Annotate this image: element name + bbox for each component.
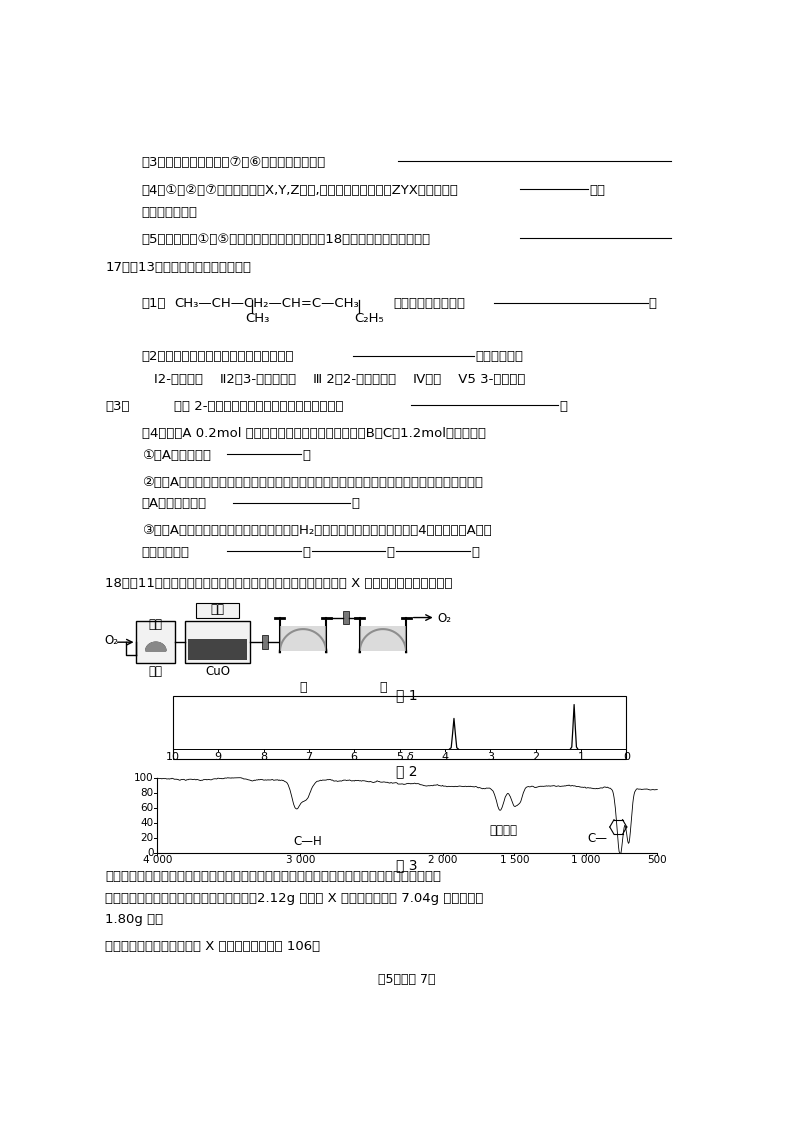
Text: 图 2: 图 2 <box>396 764 418 778</box>
Text: 氯化鑉和固体氢氧化钓的吸收管完全吸收，2.12g 有机物 X 的蒸气氧化产生 7.04g 二氧化碳和: 氯化鑉和固体氢氧化钓的吸收管完全吸收，2.12g 有机物 X 的蒸气氧化产生 7… <box>106 892 484 905</box>
Text: ②若烣A不能使澄水褮色，但在一定条件下能与氯气发生取代反应，其一氯代物只有一种，则此: ②若烣A不能使澄水褮色，但在一定条件下能与氯气发生取代反应，其一氯代物只有一种，… <box>142 476 483 489</box>
Text: 烣A的结构简式为: 烣A的结构简式为 <box>142 497 207 511</box>
Bar <box>184 621 250 663</box>
Text: 3: 3 <box>487 751 494 761</box>
Text: ，: ， <box>303 546 310 559</box>
Text: （用: （用 <box>589 184 605 197</box>
Text: （4）某烣A 0.2mol 在氧气中完全燃烧后，生成化合物B、C呀1.2mol，试回答：: （4）某烣A 0.2mol 在氧气中完全燃烧后，生成化合物B、C呀1.2mol，… <box>142 427 486 439</box>
Text: 17．（13分）按要求回答下列问题：: 17．（13分）按要求回答下列问题： <box>106 261 252 274</box>
Text: C—: C— <box>588 832 607 846</box>
Text: 苯环骨架: 苯环骨架 <box>489 824 517 837</box>
Bar <box>342 611 349 624</box>
Text: 9: 9 <box>214 751 222 761</box>
Text: （1）: （1） <box>142 298 167 310</box>
Text: 500: 500 <box>647 856 667 866</box>
Text: 第5页，共 7页: 第5页，共 7页 <box>378 973 436 986</box>
Text: 1 000: 1 000 <box>571 856 600 866</box>
Text: C₂H₅: C₂H₅ <box>354 312 384 325</box>
Text: CuO: CuO <box>205 665 230 677</box>
Text: 图 1: 图 1 <box>396 688 418 702</box>
Text: 4: 4 <box>441 751 449 761</box>
Text: 2 000: 2 000 <box>428 856 457 866</box>
Text: δ: δ <box>407 751 414 761</box>
Bar <box>173 696 626 759</box>
Text: 40: 40 <box>141 818 153 828</box>
Text: 60: 60 <box>141 803 153 813</box>
Text: C—H: C—H <box>294 836 322 849</box>
Text: 乙: 乙 <box>380 681 387 694</box>
Text: 。: 。 <box>649 298 657 310</box>
Text: （2）下列物质的燕沸点由高到低的排序为: （2）下列物质的燕沸点由高到低的排序为 <box>142 350 295 364</box>
Text: 。: 。 <box>351 497 359 511</box>
Text: 0: 0 <box>147 848 153 858</box>
Text: 系统命名的名称为：: 系统命名的名称为： <box>393 298 465 310</box>
Text: 。: 。 <box>560 400 568 412</box>
Text: ①烣A的分子式为: ①烣A的分子式为 <box>142 449 211 462</box>
Text: 3 000: 3 000 <box>286 856 315 866</box>
Text: （3）: （3） <box>106 400 130 412</box>
Text: 0: 0 <box>622 751 630 761</box>
Text: 步骤一：这种碳氢化合物蒸气通过热的氧化铜（傅化剂），氧化成二氧化碳和水，再用装有无水: 步骤一：这种碳氢化合物蒸气通过热的氧化铜（傅化剂），氧化成二氧化碳和水，再用装有… <box>106 870 441 883</box>
Text: 电炉: 电炉 <box>148 619 163 631</box>
Text: 4 000: 4 000 <box>143 856 172 866</box>
Bar <box>196 603 239 619</box>
Text: 。: 。 <box>472 546 480 559</box>
Text: 甲: 甲 <box>299 681 306 694</box>
Text: 的结构简式为: 的结构简式为 <box>142 546 190 559</box>
Bar <box>360 627 407 650</box>
Text: CH₃—CH—CH₂—CH=C—CH₃: CH₃—CH—CH₂—CH=C—CH₃ <box>175 298 359 310</box>
Text: 1 500: 1 500 <box>499 856 529 866</box>
Text: 18．（11分）某研究性学习小组为确定一种从煎中提取的液态烣 X 的结构，对其进行探究。: 18．（11分）某研究性学习小组为确定一种从煎中提取的液态烣 X 的结构，对其进… <box>106 577 453 590</box>
Text: 100: 100 <box>134 773 153 783</box>
Text: O₂: O₂ <box>437 612 451 626</box>
Text: CH₃: CH₃ <box>245 312 269 325</box>
Text: （5）甲是元素①与⑤形成的化合物，分子中含有18个电子，则甲的结构式为: （5）甲是元素①与⑤形成的化合物，分子中含有18个电子，则甲的结构式为 <box>142 232 431 246</box>
Text: 2: 2 <box>532 751 539 761</box>
Text: 20: 20 <box>141 833 153 843</box>
Text: 1: 1 <box>577 751 584 761</box>
Text: O₂: O₂ <box>105 634 118 648</box>
Text: Ⅰ2-甲基丁烷    Ⅱ2，3-二甲基丁烷    Ⅲ 2，2-二甲基丙烷    Ⅳ戊烷    Ⅴ5 3-甲基戊烷: Ⅰ2-甲基丁烷 Ⅱ2，3-二甲基丁烷 Ⅲ 2，2-二甲基丙烷 Ⅳ戊烷 Ⅴ5 3-… <box>153 373 525 385</box>
Text: 5: 5 <box>396 751 403 761</box>
Text: 7: 7 <box>306 751 313 761</box>
Text: ③若烣A能使澄水褮色，在傅化剂作用下与H₂加成，其加成产物分子中含有4个甲基，烣A可能: ③若烣A能使澄水褮色，在傅化剂作用下与H₂加成，其加成产物分子中含有4个甲基，烣… <box>142 524 491 538</box>
Text: （4）①、②、⑦的元素符号用X,Y,Z表示,它们所形成的化合物ZYX的电子式为: （4）①、②、⑦的元素符号用X,Y,Z表示,它们所形成的化合物ZYX的电子式为 <box>142 184 459 197</box>
Text: 6: 6 <box>351 751 358 761</box>
Bar <box>262 636 268 649</box>
Text: 10: 10 <box>166 751 180 761</box>
Bar <box>187 639 247 660</box>
Text: 步骤二：通过仪器分析得知 X 的相对分子质量为 106。: 步骤二：通过仪器分析得知 X 的相对分子质量为 106。 <box>106 940 321 953</box>
Text: 元素符号表示）: 元素符号表示） <box>142 206 198 219</box>
Text: 电炉: 电炉 <box>210 603 225 617</box>
Text: 试样: 试样 <box>148 665 163 677</box>
Bar <box>279 627 326 650</box>
Text: 80: 80 <box>141 788 153 797</box>
Text: （填序号）。: （填序号）。 <box>475 350 523 364</box>
Polygon shape <box>146 642 166 650</box>
Text: 写出 2-丁烯在一定条件下加聚产物的结构简式: 写出 2-丁烯在一定条件下加聚产物的结构简式 <box>175 400 344 412</box>
Text: （3）用电子式表示元素⑦与⑥形成化合物的过程: （3）用电子式表示元素⑦与⑥形成化合物的过程 <box>142 156 326 168</box>
Text: ，: ， <box>387 546 395 559</box>
Text: 。: 。 <box>303 449 310 462</box>
Text: 8: 8 <box>260 751 267 761</box>
Text: 1.80g 水。: 1.80g 水。 <box>106 913 164 926</box>
Bar <box>137 621 175 663</box>
Text: 图 3: 图 3 <box>396 858 418 871</box>
